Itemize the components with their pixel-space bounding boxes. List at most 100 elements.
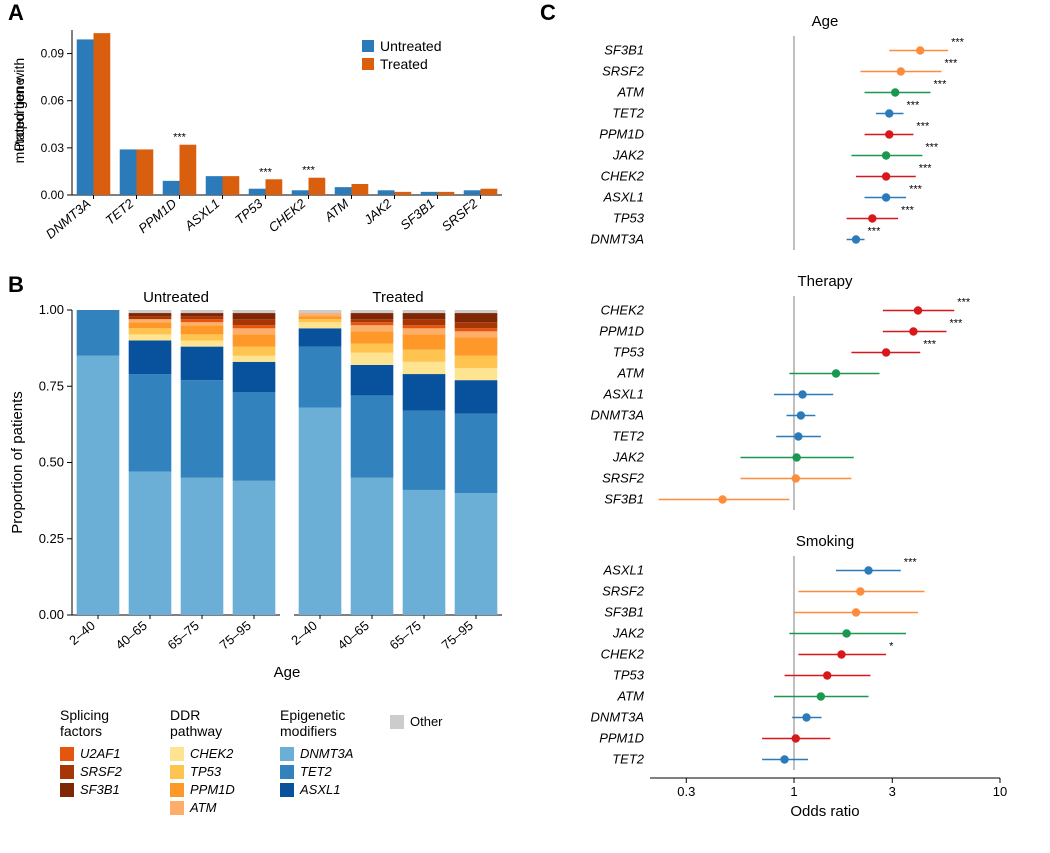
stack-seg (455, 331, 498, 337)
svg-text:TP53: TP53 (190, 764, 222, 779)
stack-seg (455, 414, 498, 493)
stack-seg (129, 334, 172, 340)
stack-seg (351, 319, 394, 322)
svg-text:SRSF2: SRSF2 (80, 764, 123, 779)
or-point (837, 650, 845, 658)
bar-untreated (77, 39, 94, 195)
or-point (882, 193, 890, 201)
bar-treated (266, 179, 283, 195)
stack-seg (77, 356, 120, 615)
svg-text:TP53: TP53 (613, 668, 645, 683)
svg-text:JAK2: JAK2 (612, 626, 645, 641)
svg-text:3: 3 (889, 784, 896, 799)
svg-text:SRSF2: SRSF2 (602, 584, 645, 599)
svg-text:SRSF2: SRSF2 (602, 471, 645, 486)
svg-text:***: *** (934, 79, 948, 91)
or-point (842, 629, 850, 637)
or-point (885, 109, 893, 117)
svg-text:ASXL1: ASXL1 (603, 563, 644, 578)
svg-text:ASXL1: ASXL1 (603, 387, 644, 402)
stack-seg (129, 316, 172, 319)
svg-text:2–40: 2–40 (288, 618, 320, 648)
stack-seg (351, 365, 394, 396)
stack-seg (181, 347, 224, 381)
svg-text:TET2: TET2 (612, 106, 645, 121)
bar-treated (223, 176, 240, 195)
or-point (792, 453, 800, 461)
svg-text:SF3B1: SF3B1 (604, 43, 644, 58)
svg-text:U2AF1: U2AF1 (80, 746, 120, 761)
svg-text:JAK2: JAK2 (360, 195, 395, 228)
svg-text:***: *** (868, 226, 882, 238)
svg-text:*: * (889, 641, 894, 653)
stack-seg (181, 341, 224, 347)
svg-text:TET2: TET2 (102, 195, 137, 227)
svg-text:TET2: TET2 (612, 429, 645, 444)
stack-seg (181, 478, 224, 615)
svg-text:0.00: 0.00 (39, 607, 64, 622)
svg-text:0.3: 0.3 (677, 784, 695, 799)
stack-seg (181, 310, 224, 313)
or-point (914, 306, 922, 314)
svg-text:0.50: 0.50 (39, 455, 64, 470)
svg-text:0.75: 0.75 (39, 378, 64, 393)
stack-seg (181, 316, 224, 319)
svg-text:***: *** (901, 205, 915, 217)
svg-text:1: 1 (790, 784, 797, 799)
stack-seg (455, 380, 498, 414)
svg-text:SF3B1: SF3B1 (397, 196, 437, 233)
or-point (823, 671, 831, 679)
stack-seg (455, 368, 498, 380)
svg-text:TET2: TET2 (612, 752, 645, 767)
svg-text:10: 10 (993, 784, 1007, 799)
stack-seg (403, 362, 446, 374)
svg-text:TP53: TP53 (613, 211, 645, 226)
stack-seg (129, 313, 172, 316)
stack-seg (233, 481, 276, 615)
svg-text:CHEK2: CHEK2 (601, 647, 645, 662)
svg-text:Treated: Treated (380, 56, 428, 72)
stack-seg (233, 325, 276, 328)
bar-untreated (249, 189, 266, 195)
svg-text:pathway: pathway (170, 723, 222, 739)
or-point (794, 432, 802, 440)
svg-text:0.25: 0.25 (39, 531, 64, 546)
or-point (797, 411, 805, 419)
stack-seg (403, 325, 446, 328)
svg-text:***: *** (919, 163, 933, 175)
or-point (792, 734, 800, 742)
bar-treated (395, 192, 412, 195)
svg-text:***: *** (916, 121, 930, 133)
stack-seg (403, 411, 446, 490)
or-point (856, 587, 864, 595)
stack-seg (233, 362, 276, 393)
svg-text:40–65: 40–65 (113, 618, 150, 653)
svg-text:JAK2: JAK2 (612, 450, 645, 465)
or-point (882, 348, 890, 356)
stack-seg (233, 319, 276, 325)
stack-seg (403, 374, 446, 411)
stack-seg (129, 328, 172, 334)
svg-text:DNMT3A: DNMT3A (300, 746, 353, 761)
panel-A: 0.000.030.060.09Proportion withmutated g… (11, 30, 502, 242)
svg-text:CHEK2: CHEK2 (190, 746, 234, 761)
stack-seg (233, 313, 276, 319)
svg-text:ATM: ATM (189, 800, 217, 815)
stack-seg (129, 472, 172, 615)
svg-text:***: *** (904, 557, 918, 569)
svg-text:CHEK2: CHEK2 (601, 303, 645, 318)
stack-seg (403, 490, 446, 615)
svg-text:DDR: DDR (170, 707, 200, 723)
svg-text:JAK2: JAK2 (612, 148, 645, 163)
stack-seg (129, 322, 172, 328)
svg-text:Splicing: Splicing (60, 707, 109, 723)
svg-text:DNMT3A: DNMT3A (43, 196, 94, 242)
or-point (852, 235, 860, 243)
stack-seg (181, 319, 224, 322)
svg-text:TP53: TP53 (232, 195, 266, 227)
stack-seg (299, 347, 342, 408)
legend-B: SplicingfactorsU2AF1SRSF2SF3B1DDRpathway… (60, 707, 443, 815)
svg-text:DNMT3A: DNMT3A (591, 408, 644, 423)
stack-seg (403, 313, 446, 319)
or-point (817, 692, 825, 700)
